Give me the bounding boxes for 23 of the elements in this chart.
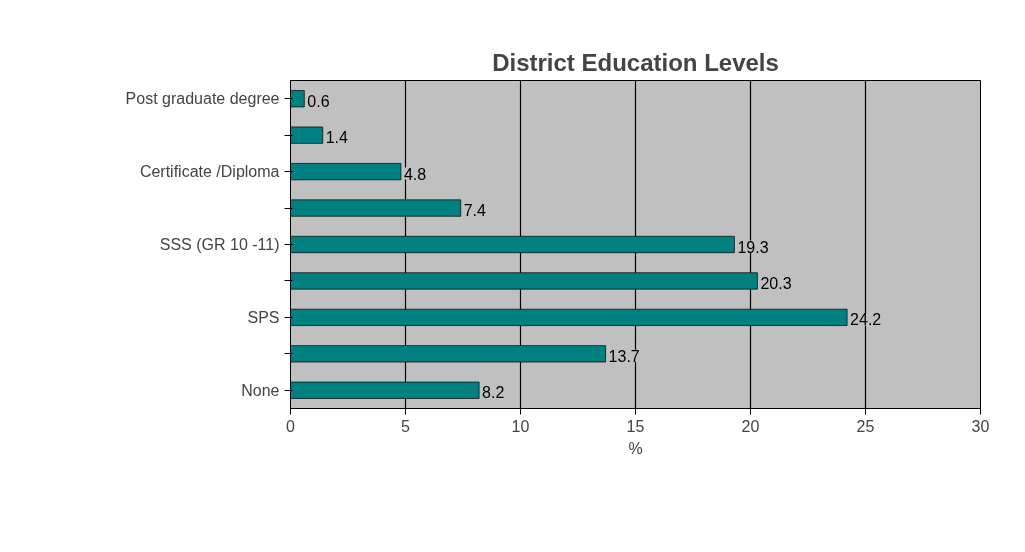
y-tick-label: SPS [247,308,280,326]
y-tick-label: Certificate /Diploma [139,163,280,181]
x-tick-label: 10 [511,417,530,435]
data-label: 20.3 [760,274,792,292]
chart-title: District Education Levels [492,48,779,76]
data-label: 7.4 [463,202,487,220]
data-label: 13.7 [608,347,640,365]
x-axis-title: % [628,439,643,457]
x-tick-label: 30 [971,417,990,435]
x-tick-label: 15 [626,417,645,435]
x-tick-label: 5 [401,417,411,435]
data-label: 4.8 [403,165,427,183]
data-label: 1.4 [325,129,349,147]
data-label: 0.6 [307,92,330,110]
data-label: 19.3 [737,238,769,256]
data-label: 24.2 [850,311,882,329]
x-tick-label: 25 [856,417,875,435]
x-tick-label: 20 [741,417,760,435]
data-label: 8.2 [482,384,505,402]
x-tick-label: 0 [286,417,296,435]
y-tick-label: SSS (GR 10 -11) [159,236,280,253]
y-tick-label: Post graduate degree [125,90,280,108]
y-tick-label: None [241,381,280,399]
